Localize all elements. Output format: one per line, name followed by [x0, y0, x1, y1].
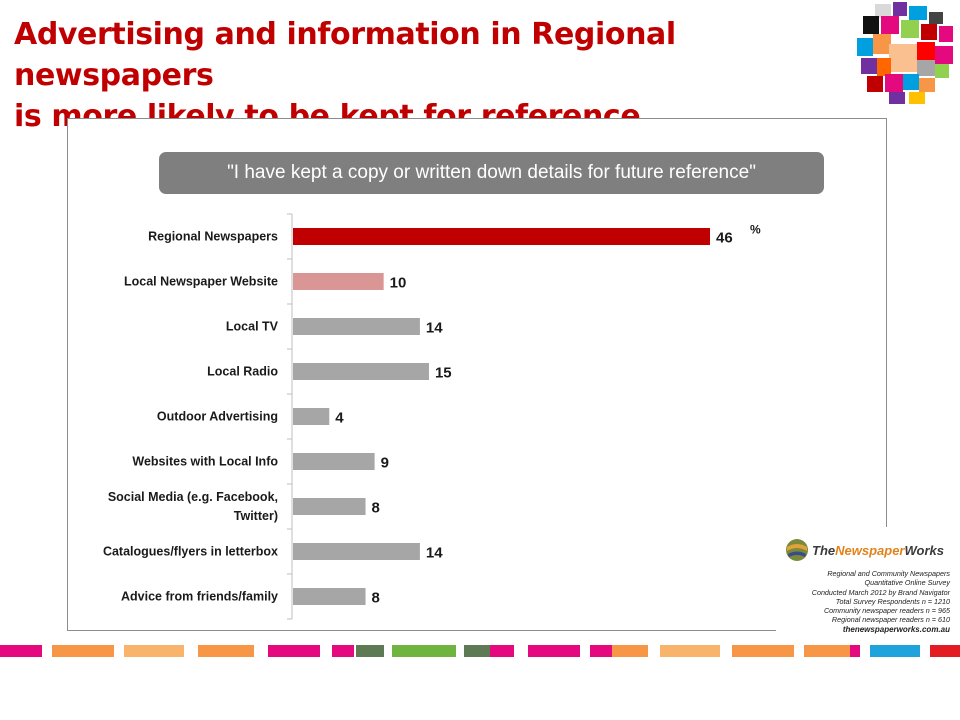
- globe-icon: [786, 539, 808, 561]
- credit-line: Regional and Community Newspapers: [827, 569, 950, 578]
- data-label: 4: [335, 410, 344, 427]
- category-label: Social Media (e.g. Facebook, Twitter): [108, 490, 278, 523]
- bar-chart: 46 Regional Newspapers 10 Local Newspaper W…: [103, 213, 761, 620]
- data-label: 8: [372, 590, 380, 607]
- category-label: Local Radio: [207, 365, 278, 379]
- data-label: 9: [381, 455, 389, 472]
- bar: [293, 498, 366, 515]
- data-label: 15: [435, 365, 452, 382]
- bar: [293, 273, 384, 290]
- category-label: Websites with Local Info: [132, 455, 278, 469]
- bar: [293, 363, 429, 380]
- category-label: Local Newspaper Website: [124, 275, 278, 289]
- bar: [293, 453, 375, 470]
- brand-highlight: Newspaper: [835, 543, 905, 558]
- unit-label: %: [750, 223, 761, 237]
- credit-lines: Regional and Community Newspapers Quanti…: [812, 569, 950, 634]
- category-label: Catalogues/flyers in letterbox: [103, 545, 278, 559]
- data-label: 14: [426, 545, 443, 562]
- credit-line: Conducted March 2012 by Brand Navigator: [811, 587, 950, 597]
- category-label: Local TV: [226, 320, 279, 334]
- credit-line: Quantitative Online Survey: [864, 578, 951, 588]
- chart-frame: "I have kept a copy or written down deta…: [67, 118, 887, 631]
- data-label: 8: [372, 500, 380, 517]
- bar: [293, 408, 330, 425]
- category-label: Advice from friends/family: [121, 590, 278, 604]
- bar: [293, 543, 420, 560]
- credit-line: Total Survey Respondents n = 1210: [835, 596, 950, 606]
- bar: [293, 228, 710, 245]
- category-label: Regional Newspapers: [148, 230, 278, 244]
- quote-banner: "I have kept a copy or written down deta…: [159, 152, 824, 194]
- title-line-1: Advertising and information in Regional …: [14, 17, 676, 93]
- mosaic-logo: [857, 2, 953, 104]
- brand-suffix: Works: [904, 543, 945, 558]
- bar: [293, 318, 420, 335]
- bar: [293, 588, 366, 605]
- data-label: 14: [426, 320, 443, 337]
- credit-line: Regional newspaper readers n = 610: [831, 615, 950, 625]
- website-link[interactable]: thenewspaperworks.com.au: [842, 624, 950, 634]
- decorative-stripe: [0, 645, 960, 657]
- category-label: Outdoor Advertising: [157, 410, 278, 424]
- survey-credits: TheNewspaperWorks Regional and Community…: [776, 527, 960, 645]
- data-label: 10: [390, 275, 407, 292]
- brand-prefix: The: [812, 543, 836, 558]
- data-label: 46: [716, 230, 733, 247]
- credit-line: Community newspaper readers n = 965: [823, 606, 950, 616]
- newspaperworks-brand: TheNewspaperWorks: [812, 543, 944, 558]
